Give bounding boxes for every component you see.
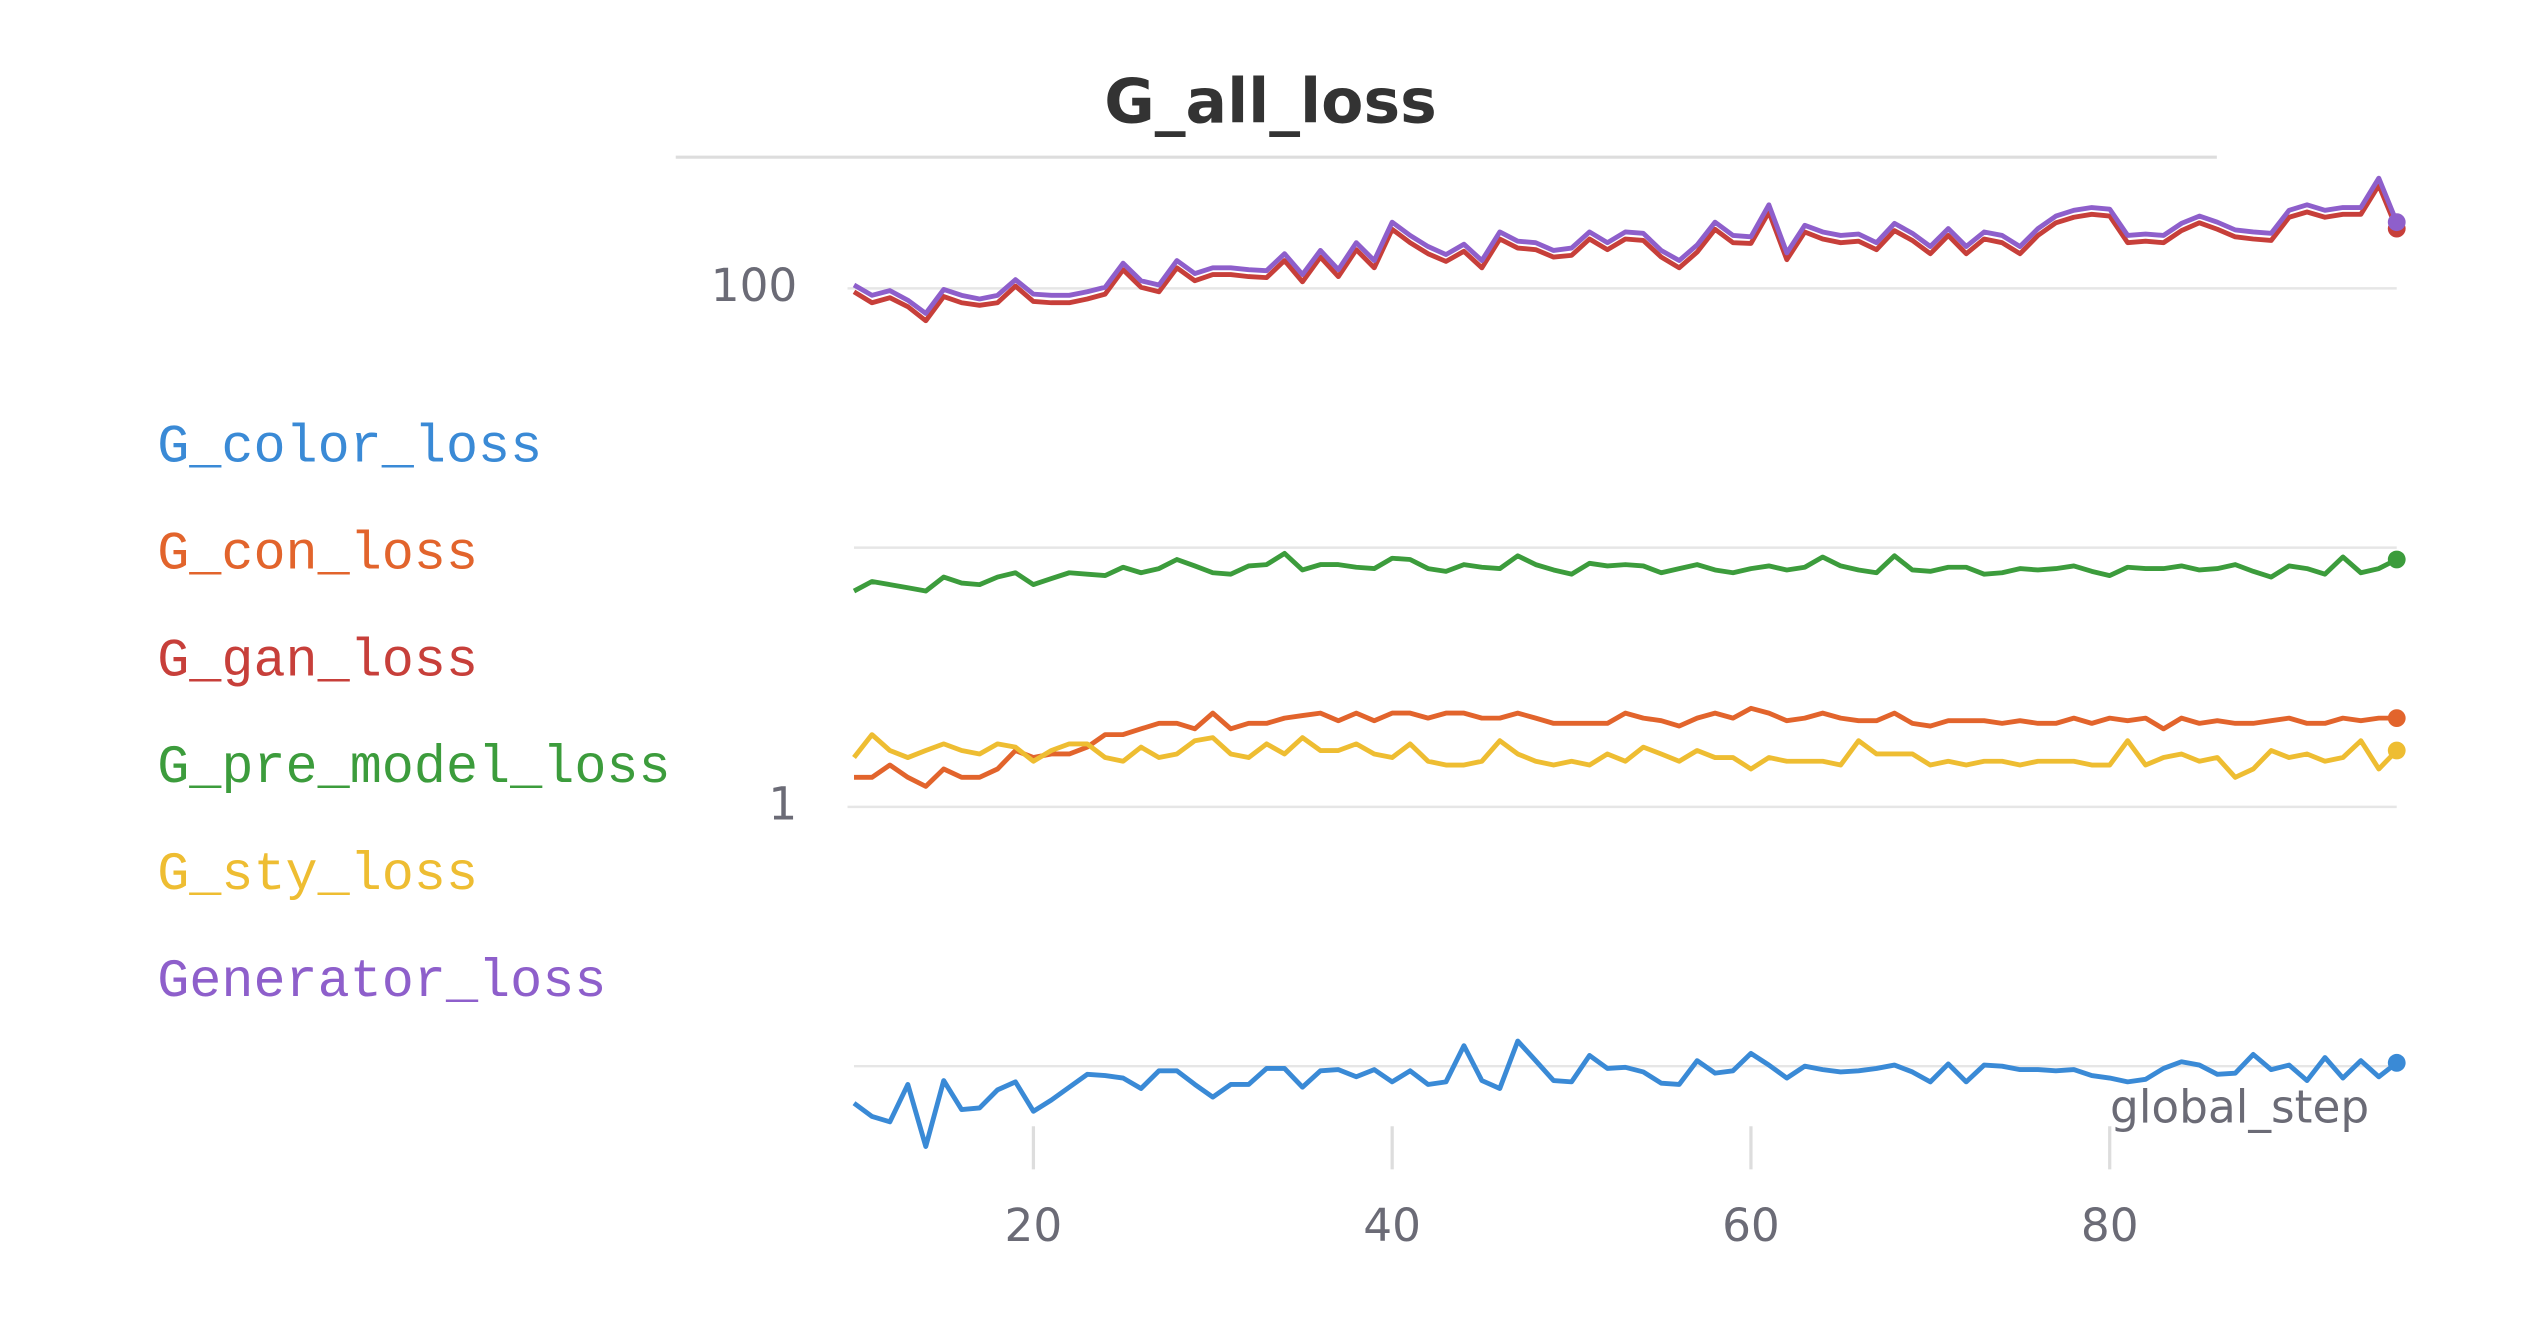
x-tick-label: 20 (1005, 1199, 1063, 1252)
series-line (852, 732, 2399, 780)
end-point (2387, 741, 2406, 760)
legend-entry: G_pre_model_loss (157, 738, 670, 799)
series-line (852, 550, 2398, 594)
series-line (854, 705, 2397, 789)
series-line (852, 182, 2399, 324)
y-tick-label: 1 (768, 777, 797, 830)
legend-entry: G_color_loss (157, 417, 542, 478)
series-line (852, 175, 2399, 316)
end-point (2387, 1053, 2406, 1072)
x-axis-label: global_step (2110, 1081, 2369, 1134)
chart-title: G_all_loss (1104, 65, 1437, 137)
x-tick-label: 60 (1722, 1199, 1780, 1252)
legend-entry: Generator_loss (157, 952, 606, 1013)
legend-entry: G_gan_loss (157, 631, 478, 692)
x-tick-label: 40 (1363, 1199, 1421, 1252)
legend-entry: G_con_loss (157, 524, 478, 585)
end-point (2387, 550, 2406, 569)
series-line (852, 1038, 2399, 1149)
end-point (2387, 709, 2406, 728)
end-point (2387, 213, 2406, 232)
y-tick-label: 100 (711, 259, 798, 312)
x-tick-label: 80 (2081, 1199, 2139, 1252)
legend-entry: G_sty_loss (157, 845, 478, 906)
